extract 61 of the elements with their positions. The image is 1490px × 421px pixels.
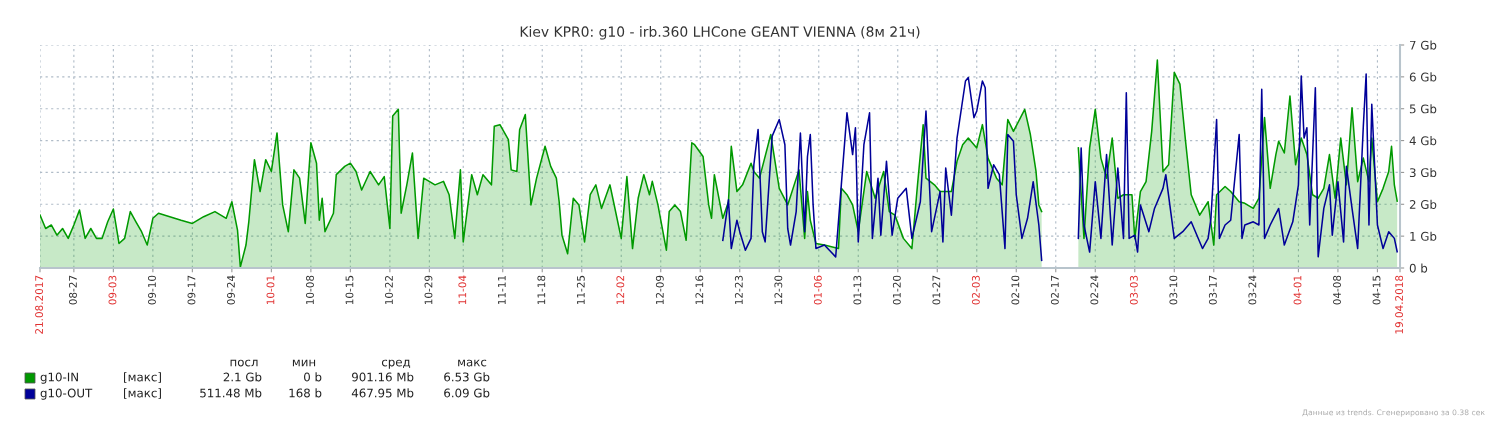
x-tick-label: 03-10 (1169, 275, 1178, 305)
x-tick-label: 12-30 (774, 275, 783, 305)
x-tick-label: 02-24 (1090, 275, 1099, 305)
y-tick-label: 1 Gb (1410, 231, 1437, 241)
x-tick-label: 08-27 (69, 275, 77, 305)
x-tick-label: 10-01 (266, 275, 275, 305)
x-tick-label: 11-04 (458, 275, 467, 305)
x-tick-label: 01-13 (853, 275, 862, 305)
x-tick-label: 12-23 (734, 275, 743, 305)
x-tick-label: 03-03 (1129, 275, 1138, 305)
x-tick-label: 21.08.2017 (35, 275, 44, 334)
x-tick-label: 12-09 (655, 275, 664, 305)
x-tick-label: 10-22 (385, 275, 393, 305)
x-tick-label: 11-25 (576, 275, 585, 305)
y-tick-label: 2 Gb (1409, 199, 1437, 209)
x-tick-label: 04-01 (1293, 275, 1302, 305)
text: посл (230, 359, 258, 367)
x-tick-label: 01-20 (892, 275, 901, 305)
x-tick-label: 09-03 (108, 275, 117, 305)
text: [макс] (124, 388, 161, 399)
x-tick-label: 04-15 (1372, 275, 1381, 305)
x-tick-label: 04-08 (1333, 275, 1341, 305)
x-tick-label: 02-17 (1050, 275, 1059, 305)
x-tick-label: 01-27 (932, 275, 941, 305)
x-tick-label: 01-06 (813, 275, 822, 305)
y-tick-label: 6 Gb (1409, 72, 1437, 82)
text: 6.53 Gb (444, 372, 490, 382)
y-tick-label: 3 Gb (1409, 167, 1437, 178)
x-tick-label: 12-02 (616, 275, 625, 305)
x-tick-label: 09-24 (227, 275, 235, 305)
text: 901.16 Mb (352, 372, 414, 382)
x-tick-label: 11-11 (498, 275, 506, 305)
text: сред (381, 359, 411, 369)
chart-title: Kiev KPR0: g10 - irb.360 LHCone GEANT VIENNA (8м 21ч) (520, 26, 920, 40)
x-tick-label: 10-15 (345, 275, 354, 305)
text: 511.48 Mb (200, 388, 262, 398)
x-tick-label: 10-29 (424, 275, 433, 305)
text: [макс] (124, 372, 161, 383)
text: 467.95 Mb (351, 388, 414, 398)
y-tick-label: 5 Gb (1409, 104, 1437, 114)
y-tick-label: 0 b (1409, 263, 1428, 273)
text: 0 b (304, 372, 322, 382)
text: 6.09 Gb (444, 388, 490, 398)
x-tick-label: 19.04.2018 (1395, 275, 1404, 334)
text: 2.1 Gb (223, 372, 262, 382)
y-tick-label: 4 Gb (1409, 136, 1437, 146)
x-tick-label: 03-24 (1248, 275, 1257, 305)
x-tick-label: 02-10 (1011, 275, 1020, 305)
legend-label: g10-OUT (40, 388, 93, 400)
x-tick-label: 02-03 (971, 275, 980, 305)
text: макс (458, 359, 487, 367)
text: мин (292, 359, 316, 367)
x-tick-label: 12-16 (695, 275, 704, 305)
x-tick-label: 03-17 (1208, 275, 1217, 305)
legend-label: g10-IN (40, 372, 78, 384)
x-tick-label: 11-18 (537, 275, 546, 305)
x-tick-label: 09-17 (187, 275, 196, 305)
text: 168 b (289, 388, 322, 398)
x-tick-label: 10-08 (306, 275, 314, 305)
x-tick-label: 09-10 (148, 275, 156, 305)
y-tick-label: 7 Gb (1410, 40, 1437, 50)
